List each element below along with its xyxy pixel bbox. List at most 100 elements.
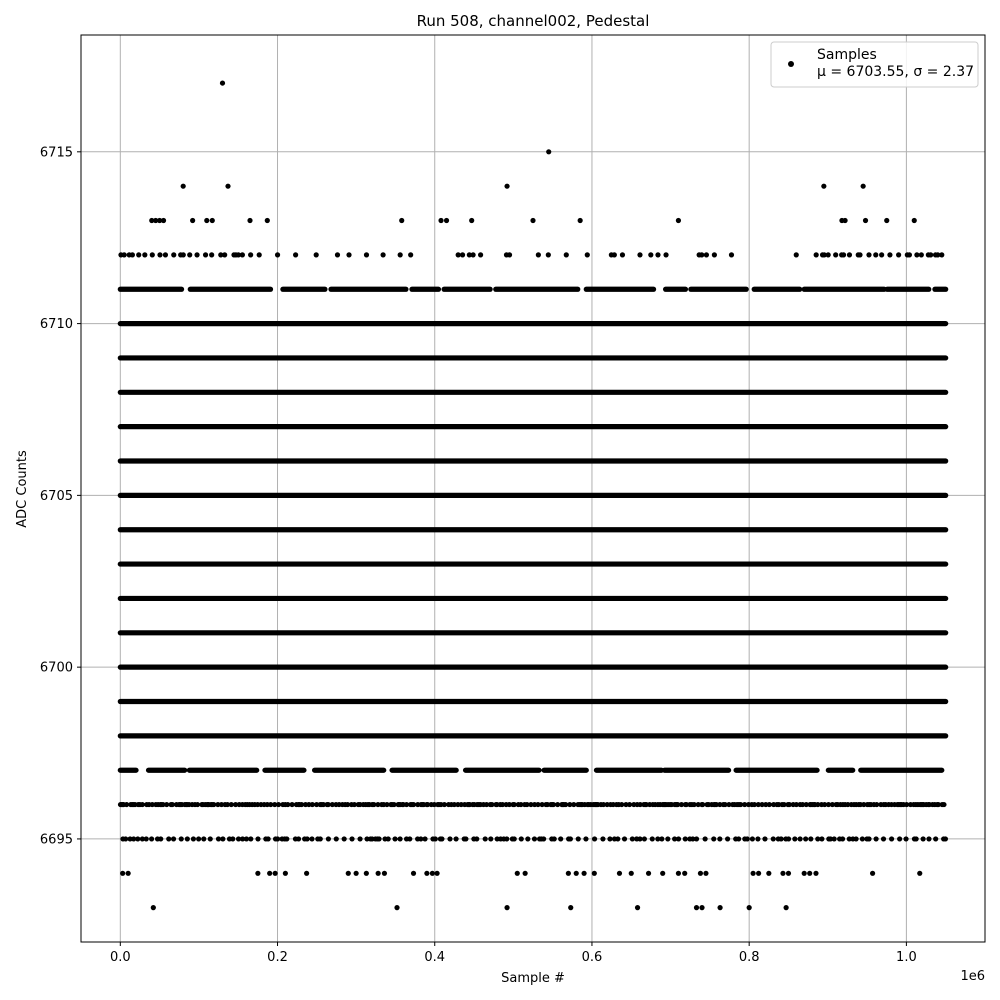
sample-point bbox=[935, 801, 941, 808]
sample-point bbox=[766, 801, 772, 808]
sample-point bbox=[621, 836, 628, 842]
sample-point bbox=[346, 252, 352, 258]
sample-point bbox=[207, 836, 213, 842]
sample-point bbox=[665, 836, 671, 842]
sample-point bbox=[243, 836, 250, 842]
sample-point bbox=[591, 870, 597, 876]
sample-point bbox=[575, 836, 581, 842]
sample-point bbox=[911, 217, 917, 224]
sample-point bbox=[511, 836, 517, 842]
sample-point bbox=[645, 870, 652, 876]
sample-point bbox=[770, 836, 776, 842]
sample-point bbox=[660, 870, 666, 876]
sample-point bbox=[265, 836, 271, 842]
sample-point bbox=[201, 836, 207, 842]
sample-point bbox=[821, 183, 827, 189]
sample-point bbox=[169, 801, 175, 808]
sample-point bbox=[504, 905, 510, 911]
sample-point bbox=[655, 836, 661, 842]
sample-point bbox=[272, 870, 278, 876]
sample-point bbox=[628, 870, 634, 876]
sample-point bbox=[859, 836, 865, 842]
sample-point bbox=[675, 801, 681, 808]
x-tick-label: 0.4 bbox=[424, 950, 445, 965]
sample-point bbox=[803, 836, 809, 842]
sample-point bbox=[518, 801, 524, 808]
sample-point bbox=[702, 836, 708, 842]
sample-point bbox=[194, 252, 200, 258]
y-tick-label: 6715 bbox=[40, 145, 73, 160]
sample-point bbox=[499, 801, 506, 808]
sample-point bbox=[408, 252, 414, 258]
sample-point bbox=[711, 836, 717, 842]
sample-point bbox=[264, 217, 270, 224]
sample-point bbox=[384, 801, 390, 808]
sample-point bbox=[545, 252, 551, 258]
sample-point bbox=[371, 801, 377, 808]
sample-point bbox=[655, 252, 661, 258]
sample-point bbox=[914, 252, 920, 258]
sample-point bbox=[746, 905, 752, 911]
sample-point bbox=[825, 801, 832, 808]
sample-point bbox=[935, 252, 941, 258]
sample-point bbox=[470, 252, 476, 258]
sample-point bbox=[232, 801, 239, 808]
sample-point bbox=[268, 801, 274, 808]
sample-point bbox=[224, 801, 231, 808]
x-tick-label: 0.0 bbox=[110, 950, 131, 965]
sample-point bbox=[531, 836, 538, 842]
sample-point bbox=[235, 252, 241, 258]
legend-series-label: Samples bbox=[817, 47, 877, 63]
sample-point bbox=[215, 836, 222, 842]
sample-point bbox=[313, 252, 319, 258]
sample-point bbox=[535, 252, 541, 258]
sample-point bbox=[555, 801, 561, 808]
sample-point bbox=[546, 149, 552, 155]
sample-point bbox=[506, 252, 513, 258]
sample-point bbox=[641, 836, 647, 842]
sample-point bbox=[432, 836, 438, 842]
sample-point bbox=[742, 801, 748, 808]
sample-point bbox=[808, 836, 814, 842]
sample-point bbox=[766, 870, 772, 876]
sample-point bbox=[659, 836, 665, 842]
sample-point bbox=[143, 836, 149, 842]
sample-point bbox=[755, 801, 761, 808]
sample-point bbox=[399, 217, 405, 224]
sample-point bbox=[813, 252, 819, 258]
sample-point bbox=[225, 183, 231, 189]
sample-point bbox=[799, 801, 806, 808]
sample-point bbox=[860, 183, 866, 189]
sample-point bbox=[142, 252, 148, 258]
sample-point bbox=[304, 836, 310, 842]
sample-point bbox=[861, 801, 867, 808]
sample-point bbox=[778, 836, 784, 842]
sample-point bbox=[349, 836, 355, 842]
sample-point bbox=[204, 217, 210, 224]
axis-ticks: 0.0 0.2 0.4 0.6 0.8 1.0 6695 6700 6705 6710 6715 bbox=[40, 145, 917, 965]
sample-point bbox=[691, 801, 697, 808]
sample-point bbox=[913, 836, 919, 842]
sample-point bbox=[506, 801, 512, 808]
sample-point bbox=[786, 801, 792, 808]
sample-point bbox=[551, 836, 557, 842]
sample-point bbox=[583, 836, 589, 842]
sample-point bbox=[180, 252, 186, 258]
sample-point bbox=[235, 836, 242, 842]
sample-point bbox=[215, 801, 221, 808]
sample-point bbox=[683, 801, 689, 808]
sample-point bbox=[334, 252, 341, 258]
sample-point bbox=[616, 870, 623, 876]
sample-point bbox=[862, 217, 869, 224]
sample-point bbox=[933, 836, 939, 842]
sample-point bbox=[274, 252, 281, 258]
sample-point bbox=[380, 252, 386, 258]
sample-point bbox=[351, 801, 357, 808]
sample-point bbox=[803, 801, 809, 808]
sample-point bbox=[410, 801, 417, 808]
sample-point bbox=[699, 905, 705, 911]
sample-point bbox=[873, 836, 879, 842]
sample-point bbox=[825, 252, 831, 258]
sample-point bbox=[873, 252, 879, 258]
